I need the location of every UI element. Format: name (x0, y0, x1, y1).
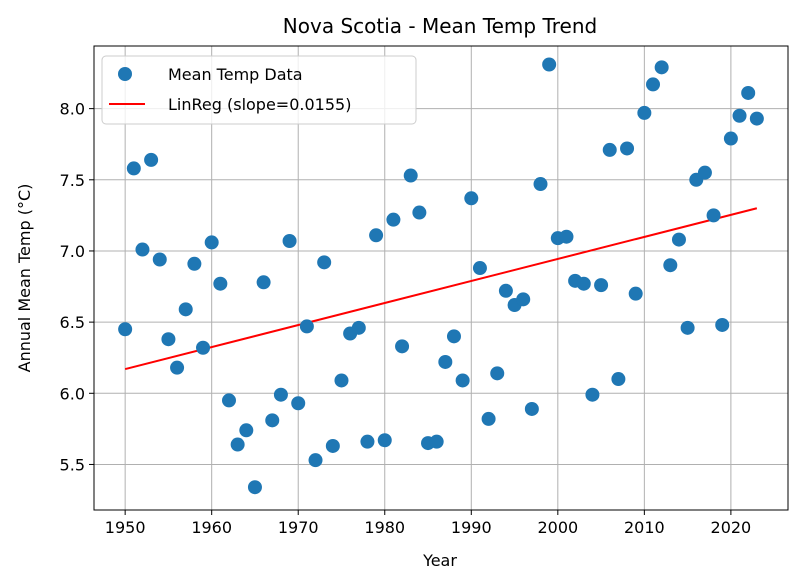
data-point (377, 433, 392, 448)
data-point (498, 283, 513, 298)
data-point (723, 131, 738, 146)
data-point (620, 141, 635, 156)
data-point (178, 302, 193, 317)
y-tick-label: 6.5 (60, 313, 85, 332)
data-point (715, 317, 730, 332)
x-axis-ticks: 1950 1960 1970 1980 1990 2000 2010 2020 (105, 510, 751, 537)
data-point (559, 229, 574, 244)
data-point (490, 366, 505, 381)
data-point (697, 165, 712, 180)
data-point (594, 278, 609, 293)
data-point (749, 111, 764, 126)
data-point (576, 276, 591, 291)
data-point (472, 261, 487, 276)
data-point (654, 60, 669, 75)
data-point (213, 276, 228, 291)
data-point (446, 329, 461, 344)
data-point (412, 205, 427, 220)
data-point (533, 177, 548, 192)
data-point (360, 434, 375, 449)
data-points-layer (118, 57, 764, 495)
data-point (161, 332, 176, 347)
data-point (663, 258, 678, 273)
data-point (282, 233, 297, 248)
x-tick-label: 1970 (278, 518, 319, 537)
x-tick-label: 1980 (364, 518, 405, 537)
data-point (126, 161, 141, 176)
y-tick-label: 5.5 (60, 455, 85, 474)
data-point (170, 360, 185, 375)
data-point (429, 434, 444, 449)
data-point (317, 255, 332, 270)
data-point (273, 387, 288, 402)
data-point (671, 232, 686, 247)
x-tick-label: 1950 (105, 518, 146, 537)
data-point (611, 372, 626, 387)
data-point (732, 108, 747, 123)
y-axis-label: Annual Mean Temp (°C) (15, 184, 34, 373)
data-point (351, 320, 366, 335)
data-point (706, 208, 721, 223)
data-point (464, 191, 479, 206)
chart-title: Nova Scotia - Mean Temp Trend (283, 14, 597, 38)
data-point (239, 423, 254, 438)
data-point (256, 275, 271, 290)
plot-frame (93, 45, 789, 511)
x-tick-label: 2010 (624, 518, 665, 537)
data-point (144, 152, 159, 167)
data-point (628, 286, 643, 301)
data-point (680, 320, 695, 335)
x-tick-label: 2000 (537, 518, 578, 537)
y-tick-label: 7.5 (60, 171, 85, 190)
data-point (542, 57, 557, 72)
regression-line-layer (124, 207, 758, 371)
data-point (438, 354, 453, 369)
data-point (386, 212, 401, 227)
data-point (369, 228, 384, 243)
data-point (455, 373, 470, 388)
regression-line (124, 207, 758, 371)
x-tick-label: 1960 (191, 518, 232, 537)
data-point (516, 292, 531, 307)
data-point (265, 413, 280, 428)
data-point (308, 453, 323, 468)
data-point (230, 437, 245, 452)
data-point (291, 396, 306, 411)
data-point (187, 256, 202, 271)
data-point (395, 339, 410, 354)
x-tick-label: 2020 (711, 518, 752, 537)
data-point (741, 85, 756, 100)
legend-scatter-marker (118, 67, 132, 81)
data-point (524, 401, 539, 416)
data-point (196, 340, 211, 355)
y-axis-ticks: 5.5 6.0 6.5 7.0 7.5 8.0 (60, 100, 94, 474)
y-tick-label: 6.0 (60, 384, 85, 403)
data-point (646, 77, 661, 92)
data-point (334, 373, 349, 388)
legend-label-regression: LinReg (slope=0.0155) (168, 95, 351, 114)
data-point (247, 480, 262, 495)
data-point (602, 142, 617, 157)
data-point (325, 438, 340, 453)
data-point (637, 105, 652, 120)
x-tick-label: 1990 (451, 518, 492, 537)
y-tick-label: 8.0 (60, 100, 85, 119)
data-point (118, 322, 133, 337)
legend-box (101, 55, 417, 125)
data-point (403, 168, 418, 183)
data-point (221, 393, 236, 408)
data-point (204, 235, 219, 250)
data-point (299, 319, 314, 334)
legend: Mean Temp Data LinReg (slope=0.0155) (101, 55, 417, 125)
data-point (585, 387, 600, 402)
data-point (152, 252, 167, 267)
data-point (135, 242, 150, 257)
y-tick-label: 7.0 (60, 242, 85, 261)
legend-label-scatter: Mean Temp Data (168, 65, 303, 84)
data-point (481, 411, 496, 426)
x-axis-label: Year (422, 551, 457, 570)
